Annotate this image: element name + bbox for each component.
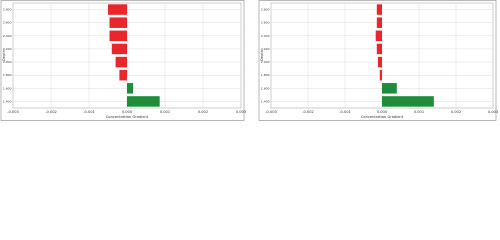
y-tick-label: 2.000 bbox=[3, 60, 12, 64]
x-tick-label: -0.001 bbox=[83, 110, 95, 114]
y-axis-title: Depth bbox=[2, 50, 6, 61]
bar bbox=[379, 69, 382, 81]
x-axis-title: Concentration Gradient bbox=[361, 115, 404, 119]
bar bbox=[376, 43, 382, 55]
panel bbox=[0, 0, 245, 121]
y-tick-label: 1.800 bbox=[3, 73, 12, 77]
x-tick-label: 0.003 bbox=[236, 110, 246, 114]
y-tick-label: 2.400 bbox=[3, 34, 12, 38]
y-tick-label: 1.400 bbox=[261, 99, 270, 103]
x-tick-label: -0.001 bbox=[339, 110, 351, 114]
bar bbox=[111, 43, 127, 55]
y-tick-label: 1.400 bbox=[3, 99, 12, 103]
bar bbox=[382, 83, 397, 94]
x-tick-label: 0.003 bbox=[488, 110, 498, 114]
bar bbox=[127, 83, 134, 94]
x-tick-label: -0.003 bbox=[265, 110, 277, 114]
x-tick-label: 0.001 bbox=[414, 110, 424, 114]
bar bbox=[127, 96, 160, 107]
y-tick-label: 2.200 bbox=[261, 47, 270, 51]
y-tick-label: 2.600 bbox=[261, 21, 270, 25]
bar bbox=[115, 56, 127, 68]
bar bbox=[376, 4, 382, 15]
y-tick-label: 2.000 bbox=[261, 60, 270, 64]
y-tick-label: 2.400 bbox=[261, 34, 270, 38]
y-tick-label: 1.800 bbox=[261, 73, 270, 77]
bar bbox=[109, 30, 127, 42]
x-tick-label: -0.003 bbox=[7, 110, 19, 114]
y-tick-label: 2.800 bbox=[261, 8, 270, 12]
x-tick-label: 0.002 bbox=[451, 110, 461, 114]
x-tick-label: 0.000 bbox=[122, 110, 133, 114]
y-tick-label: 2.600 bbox=[3, 21, 12, 25]
x-axis-title: Concentration Gradient bbox=[106, 115, 149, 119]
y-axis-title: Depth bbox=[260, 50, 264, 61]
bar bbox=[119, 69, 127, 81]
bar bbox=[109, 17, 127, 28]
x-tick-label: 0.000 bbox=[377, 110, 388, 114]
y-tick-label: 2.800 bbox=[3, 8, 12, 12]
x-tick-label: 0.001 bbox=[160, 110, 170, 114]
bar bbox=[382, 96, 434, 107]
panel bbox=[258, 0, 497, 121]
y-tick-label: 1.600 bbox=[3, 86, 12, 90]
bar bbox=[376, 17, 382, 28]
x-tick-label: 0.002 bbox=[198, 110, 208, 114]
x-tick-label: -0.002 bbox=[302, 110, 314, 114]
bar bbox=[108, 4, 127, 15]
y-tick-label: 2.200 bbox=[3, 47, 12, 51]
bar bbox=[375, 30, 382, 42]
y-tick-label: 1.600 bbox=[261, 86, 270, 90]
x-tick-label: -0.002 bbox=[45, 110, 57, 114]
bar bbox=[377, 56, 382, 68]
chart-page: -0.003 -0.002 -0.001 0.000 0.001 0.002 0.003 2.… bbox=[0, 0, 498, 121]
